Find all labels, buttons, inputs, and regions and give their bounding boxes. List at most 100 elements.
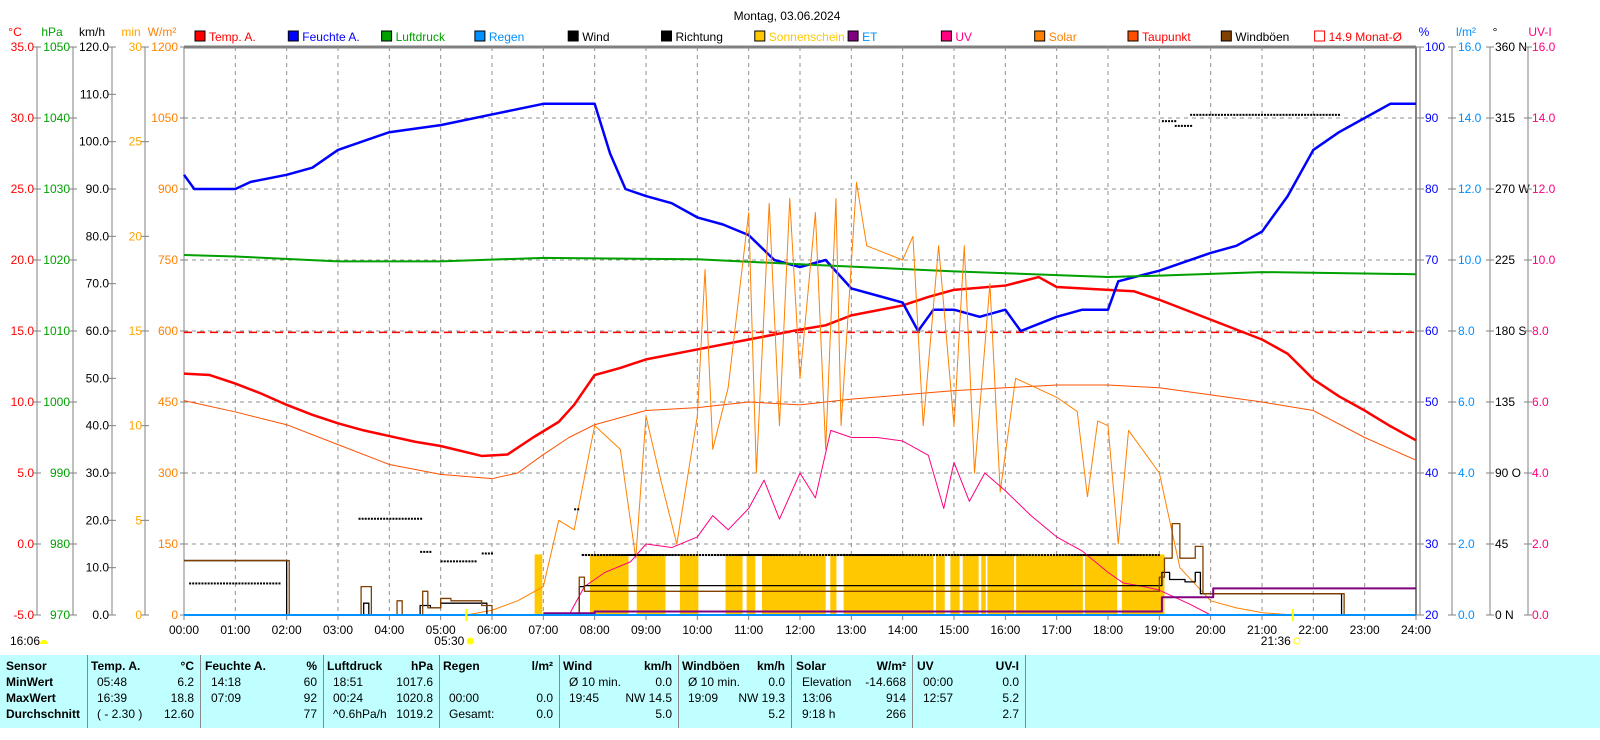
wind-direction-dot [1334, 113, 1337, 116]
x-tick-label: 00:00 [169, 623, 199, 637]
wind-direction-dot [1123, 554, 1126, 557]
legend-label: ET [862, 30, 878, 44]
wind-direction-dot [895, 554, 898, 557]
table-column: Solar W/m² Elevation -14.668 13:06 914 9:18 h 2… [792, 655, 913, 728]
axis-tick-label-direction: 135 [1495, 395, 1515, 409]
axis-tick-label-humidity: 100 [1425, 40, 1445, 54]
wind-direction-dot [982, 554, 985, 557]
wind-direction-dot [843, 554, 846, 557]
wind-direction-dot [250, 582, 253, 585]
axis-tick-label-direction: 0 N [1495, 608, 1514, 622]
axis-tick-label-rain: 16.0 [1458, 40, 1482, 54]
wind-direction-dot [717, 554, 720, 557]
axis-tick-label-direction: 360 N [1495, 40, 1527, 54]
cell-time: Gesamt: [449, 707, 495, 721]
wind-direction-dot [195, 582, 198, 585]
column-unit: km/h [643, 659, 672, 673]
wind-direction-dot [788, 554, 791, 557]
column-header: Solar [796, 659, 827, 673]
axis-tick-label-humidity: 80 [1425, 182, 1439, 196]
wind-direction-dot [1316, 113, 1319, 116]
wind-direction-dot [692, 554, 695, 557]
legend-swatch [287, 30, 299, 42]
wind-direction-dot [1003, 554, 1006, 557]
wind-direction-dot [615, 554, 618, 557]
wind-direction-dot [763, 554, 766, 557]
cell-value: 0.0 [536, 691, 553, 705]
wind-direction-dot [705, 554, 708, 557]
axis-tick-label-temp: 25.0 [11, 182, 35, 196]
wind-direction-dot [997, 554, 1000, 557]
axis-tick-label-wind: 10.0 [86, 561, 110, 575]
axis-tick-label-humidity: 60 [1425, 324, 1439, 338]
wind-direction-dot [658, 554, 661, 557]
wind-direction-dot [880, 554, 883, 557]
axis-tick-label-sunshine: 10 [129, 419, 143, 433]
wind-direction-dot [1307, 113, 1310, 116]
sunset-icon [1293, 637, 1301, 645]
wind-direction-dot [420, 550, 423, 553]
wind-direction-dot [785, 554, 788, 557]
wind-direction-dot [1267, 113, 1270, 116]
wind-direction-dot [1208, 113, 1211, 116]
wind-direction-dot [1083, 554, 1086, 557]
wind-direction-dot [1161, 120, 1164, 123]
sunshine-bar [746, 554, 756, 615]
wind-direction-dot [1260, 113, 1263, 116]
axis-tick-label-wind: 0.0 [92, 608, 109, 622]
column-unit: °C [180, 659, 194, 673]
wind-direction-dot [745, 554, 748, 557]
wind-direction-dot [1025, 554, 1028, 557]
cell-time: 00:24 [333, 691, 364, 705]
wind-direction-dot [446, 560, 449, 563]
wind-direction-dot [1086, 554, 1089, 557]
wind-direction-dot [1111, 554, 1114, 557]
cell-value: 77 [303, 707, 317, 721]
axis-tick-label-uv: 6.0 [1532, 395, 1549, 409]
axis-tick-label-uv: 12.0 [1532, 182, 1556, 196]
wind-direction-dot [852, 554, 855, 557]
x-tick-label: 18:00 [1093, 623, 1123, 637]
wind-direction-dot [591, 554, 594, 557]
wind-direction-dot [646, 554, 649, 557]
wind-direction-dot [905, 554, 908, 557]
wind-direction-dot [1105, 554, 1108, 557]
sunshine-bar [534, 554, 543, 615]
legend-swatch [1314, 30, 1326, 42]
cell-value: 2.7 [1002, 707, 1019, 721]
table-column: Regen l/m² 00:00 0.0 Gesamt: 0.0 [439, 655, 560, 728]
table-column: Luftdruck hPa 18:51 1017.6 00:24 1020.8 ^0.6hP… [323, 655, 440, 728]
wind-direction-dot [865, 554, 868, 557]
series-feuchte-a- [182, 102, 1416, 333]
axis-tick-label-direction: 315 [1495, 111, 1515, 125]
axis-tick-label-temp: 0.0 [17, 537, 34, 551]
wind-direction-dot [914, 554, 917, 557]
axis-tick-label-temp: -5.0 [13, 608, 34, 622]
wind-direction-dot [1254, 113, 1257, 116]
legend-swatch [567, 30, 579, 42]
legend-label: Taupunkt [1142, 30, 1191, 44]
wind-direction-dot [204, 582, 207, 585]
wind-direction-dot [1096, 554, 1099, 557]
wind-direction-dot [655, 554, 658, 557]
wind-direction-dot [1145, 554, 1148, 557]
wind-direction-dot [207, 582, 210, 585]
wind-direction-dot [1313, 113, 1316, 116]
axis-tick-label-pressure: 1010 [43, 324, 70, 338]
x-tick-label: 19:00 [1144, 623, 1174, 637]
wind-direction-dot [226, 582, 229, 585]
axis-tick-label-humidity: 40 [1425, 466, 1439, 480]
wind-direction-dot [1236, 113, 1239, 116]
axis-tick-label-pressure: 990 [50, 466, 70, 480]
wind-direction-dot [951, 554, 954, 557]
cell-time: 9:18 h [802, 707, 836, 721]
wind-direction-dot [210, 582, 213, 585]
legend-swatch [1127, 30, 1139, 42]
wind-direction-dot [911, 554, 914, 557]
wind-direction-dot [1065, 554, 1068, 557]
axis-tick-label-temp: 5.0 [17, 466, 34, 480]
wind-direction-dot [1090, 554, 1093, 557]
axis-tick-label-wind: 80.0 [86, 229, 110, 243]
wind-direction-dot [1196, 113, 1199, 116]
